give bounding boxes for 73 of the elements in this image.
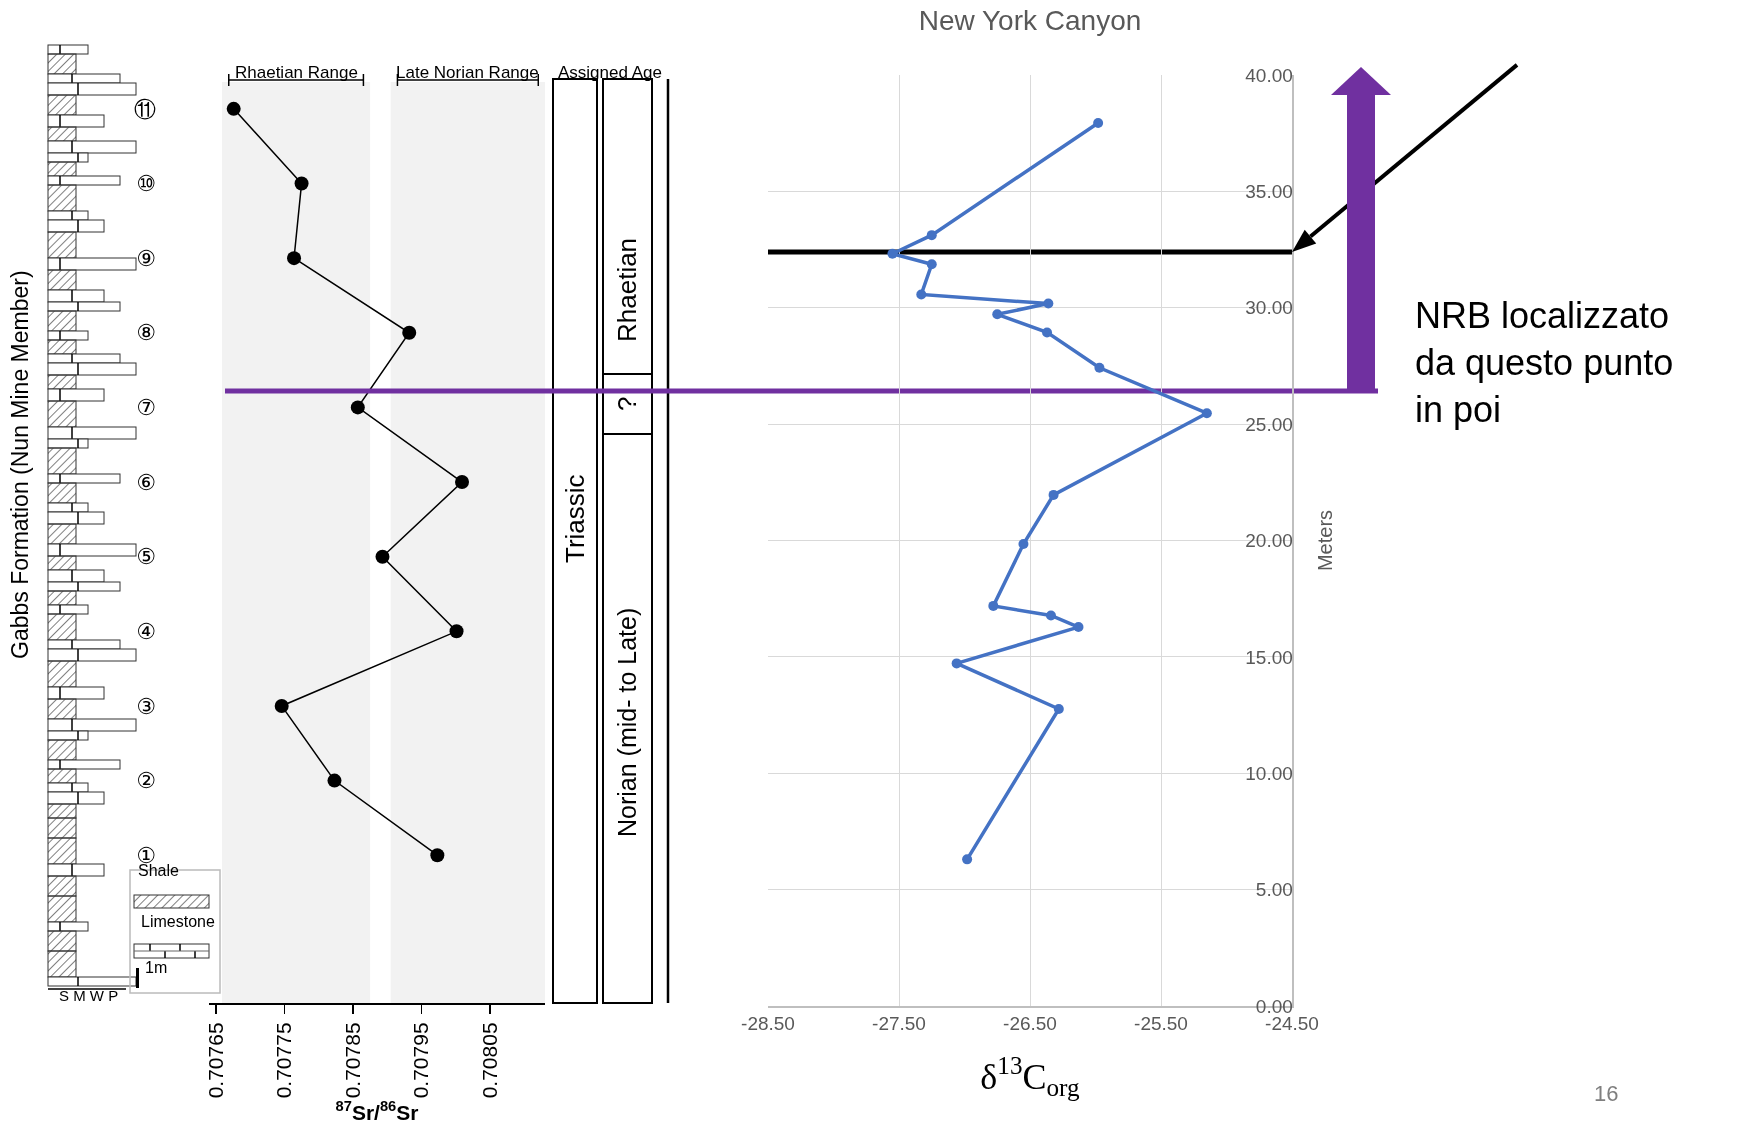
- y-tick-label: ⑥: [136, 469, 156, 495]
- point: [287, 251, 302, 266]
- y-tick-label: ⑦: [136, 395, 156, 421]
- point: [988, 600, 999, 611]
- text: Assigned Age: [558, 63, 662, 82]
- text: ?: [612, 396, 642, 411]
- y-tick-label: 35.00: [1245, 181, 1293, 203]
- y-tick-label: ⑤: [136, 544, 156, 570]
- y-tick-label: ⑩: [136, 171, 156, 197]
- y-tick-label: 30.00: [1245, 297, 1293, 319]
- x-axis-title: δ$^{13}$C$_{org}$: [980, 1051, 1081, 1102]
- y-tick-label: 15.00: [1245, 646, 1293, 668]
- point: [887, 248, 898, 259]
- text: 1m: [145, 959, 168, 976]
- text: S M W P: [59, 987, 119, 1004]
- x-tick-label: 0.70805: [477, 1022, 501, 1099]
- y-tick-label: ⑧: [136, 320, 156, 346]
- text: Triassic: [560, 474, 590, 563]
- point: [449, 624, 464, 639]
- point: [1042, 327, 1053, 338]
- point: [1093, 117, 1104, 128]
- point: [226, 101, 241, 116]
- y-tick-label: 25.00: [1245, 413, 1293, 435]
- point: [1053, 704, 1064, 715]
- chart-title: New York Canyon: [918, 4, 1142, 36]
- point: [1045, 610, 1056, 621]
- y-tick-label: ③: [136, 693, 156, 719]
- x-tick-label: 0.70785: [340, 1022, 364, 1099]
- x-tick-label: -25.50: [1134, 1013, 1188, 1035]
- point: [1018, 538, 1029, 549]
- point: [402, 325, 417, 340]
- x-tick-label: -26.50: [1003, 1013, 1057, 1035]
- x-tick-label: -28.50: [741, 1013, 795, 1035]
- text: Norian (mid- to Late): [613, 607, 641, 837]
- point: [350, 400, 365, 415]
- x-tick-label: 0.70795: [409, 1022, 433, 1099]
- y-axis-title: Meters: [1314, 509, 1337, 572]
- y-tick-label: 5.00: [1255, 879, 1293, 901]
- point: [1048, 489, 1059, 500]
- y-tick-label: ②: [136, 768, 156, 794]
- point: [327, 773, 342, 788]
- y-tick-label: ⑪: [134, 96, 156, 122]
- y-axis-title: Gabbs Formation (Nun Mine Member): [7, 270, 33, 659]
- point: [430, 848, 445, 863]
- text: Limestone: [141, 913, 215, 930]
- point: [951, 658, 962, 669]
- point: [1094, 362, 1105, 373]
- y-tick-label: 20.00: [1245, 530, 1293, 552]
- point: [274, 698, 289, 713]
- point: [926, 230, 937, 241]
- text: Rhaetian: [612, 237, 642, 342]
- point: [962, 854, 973, 865]
- point: [926, 259, 937, 270]
- text: 16: [1594, 1081, 1619, 1106]
- y-tick-label: ⑨: [136, 245, 156, 271]
- x-tick-label: 0.70775: [272, 1022, 296, 1099]
- point: [1073, 622, 1084, 633]
- y-tick-label: 40.00: [1245, 64, 1293, 86]
- x-axis-title: $^{87}$Sr/$^{86}$Sr: [335, 1098, 419, 1124]
- point: [455, 475, 470, 490]
- point: [916, 289, 927, 300]
- band-label: Late Norian Range: [396, 63, 539, 82]
- x-tick-label: 0.70765: [203, 1022, 227, 1099]
- point: [992, 309, 1003, 320]
- y-tick-label: ④: [136, 619, 156, 645]
- point: [1201, 408, 1212, 419]
- band-label: Rhaetian Range: [235, 63, 358, 82]
- point: [375, 549, 390, 564]
- text: NRB localizzato da questo punto in poi: [1415, 295, 1674, 430]
- point: [294, 176, 309, 191]
- point: [1043, 298, 1054, 309]
- x-tick-label: -27.50: [872, 1013, 926, 1035]
- y-tick-label: 10.00: [1245, 762, 1293, 784]
